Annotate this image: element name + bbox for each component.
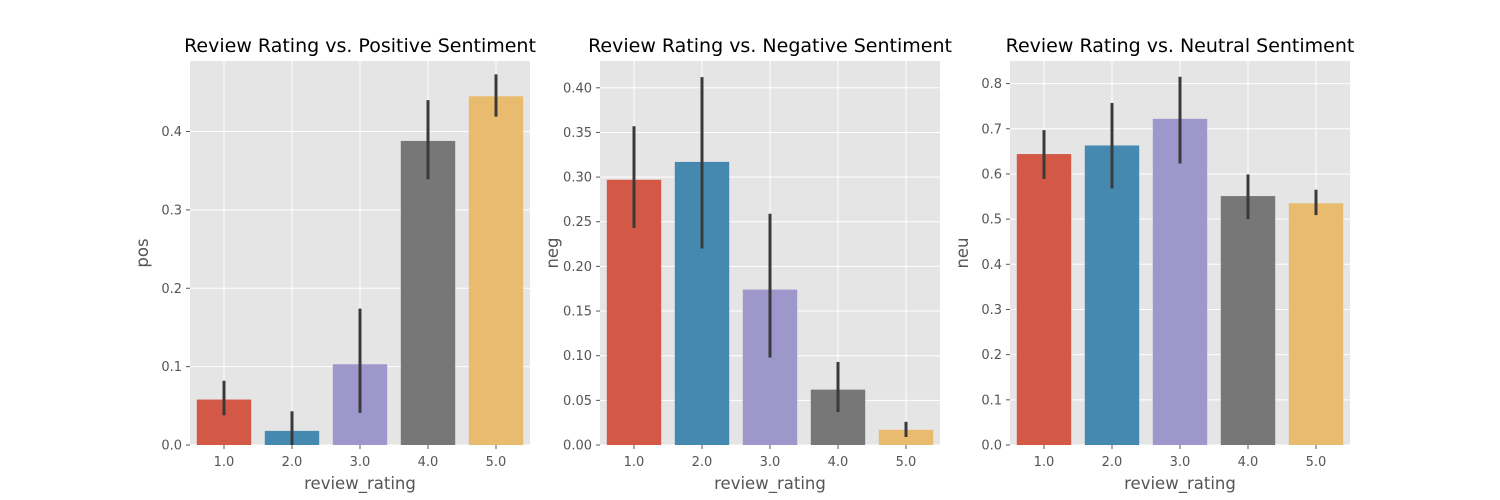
x-axis-label: review_rating <box>1124 474 1236 494</box>
x-tick-label: 1.0 <box>214 455 235 470</box>
bar-2.0 <box>1084 145 1140 446</box>
chart-title: Review Rating vs. Negative Sentiment <box>588 35 952 57</box>
y-tick-label: 0.5 <box>981 213 1002 228</box>
x-tick-label: 1.0 <box>624 455 645 470</box>
x-tick-label: 4.0 <box>418 455 439 470</box>
bar-5.0 <box>468 96 524 445</box>
y-tick-label: 0.35 <box>563 126 592 141</box>
x-tick-label: 4.0 <box>828 455 849 470</box>
y-tick-label: 0.3 <box>161 203 182 218</box>
x-axis-label: review_rating <box>714 474 826 494</box>
x-tick-label: 5.0 <box>486 455 507 470</box>
x-tick-label: 3.0 <box>350 455 371 470</box>
bar-5.0 <box>1288 203 1344 445</box>
y-tick-label: 0.0 <box>981 439 1002 454</box>
y-tick-label: 0.25 <box>563 215 592 230</box>
y-tick-label: 0.2 <box>161 282 182 297</box>
y-tick-label: 0.1 <box>161 360 182 375</box>
chart-panel-3: 0.0 0.1 0.2 0.3 0.4 0.5 0.6 0.7 0.8 1.0 2.0 3.0 4.0 5… <box>953 35 1354 494</box>
chart-title: Review Rating vs. Neutral Sentiment <box>1006 35 1355 57</box>
y-axis-label: pos <box>133 238 152 267</box>
y-tick-label: 0.20 <box>563 260 592 275</box>
y-tick-label: 0.15 <box>563 305 592 320</box>
bar-5.0 <box>878 429 934 445</box>
y-axis-label: neg <box>543 237 562 268</box>
bar-1.0 <box>1016 154 1072 445</box>
y-tick-label: 0.40 <box>563 81 592 96</box>
y-tick-label: 0.10 <box>563 349 592 364</box>
bar-4.0 <box>1220 196 1276 445</box>
bar-4.0 <box>400 140 456 445</box>
y-tick-label: 0.6 <box>981 167 1002 182</box>
y-tick-label: 0.3 <box>981 303 1002 318</box>
chart-panel-2: 0.00 0.05 0.10 0.15 0.20 0.25 0.30 0.35 0.40 1.0 2… <box>543 35 952 494</box>
x-tick-label: 4.0 <box>1238 455 1259 470</box>
y-tick-label: 0.0 <box>161 439 182 454</box>
x-tick-label: 5.0 <box>896 455 917 470</box>
x-tick-label: 3.0 <box>760 455 781 470</box>
y-tick-label: 0.2 <box>981 348 1002 363</box>
x-tick-label: 2.0 <box>1102 455 1123 470</box>
x-tick-label: 1.0 <box>1034 455 1055 470</box>
y-axis-label: neu <box>953 237 972 268</box>
y-tick-label: 0.4 <box>161 125 182 140</box>
x-tick-label: 5.0 <box>1306 455 1327 470</box>
y-tick-label: 0.00 <box>563 439 592 454</box>
x-tick-label: 2.0 <box>692 455 713 470</box>
x-axis-label: review_rating <box>304 474 416 494</box>
y-tick-label: 0.1 <box>981 393 1002 408</box>
y-tick-label: 0.7 <box>981 122 1002 137</box>
bar-3.0 <box>1152 118 1208 446</box>
y-tick-label: 0.30 <box>563 171 592 186</box>
y-tick-label: 0.05 <box>563 394 592 409</box>
y-tick-label: 0.8 <box>981 77 1002 92</box>
chart-panel-1: 0.0 0.1 0.2 0.3 0.4 1.0 2.0 3.0 4.0 5.0 Review Rat… <box>133 35 536 494</box>
chart-title: Review Rating vs. Positive Sentiment <box>184 35 536 57</box>
x-tick-label: 2.0 <box>282 455 303 470</box>
y-tick-label: 0.4 <box>981 258 1002 273</box>
x-tick-label: 3.0 <box>1170 455 1191 470</box>
